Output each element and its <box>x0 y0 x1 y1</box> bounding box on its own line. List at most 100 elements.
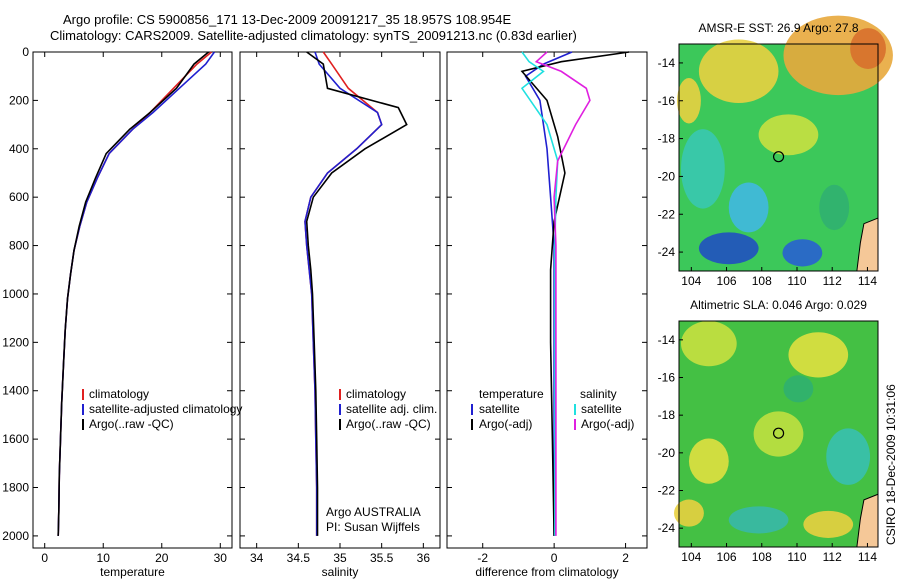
map-field-patch <box>698 39 779 104</box>
x-tick-label: 34.5 <box>287 551 311 565</box>
y-tick-label: -18 <box>658 132 676 146</box>
map-field-patch <box>674 499 704 527</box>
map-field-patch <box>753 411 804 457</box>
x-tick-label: 0 <box>41 551 48 565</box>
y-tick-label: -14 <box>658 56 676 70</box>
map-field-patch <box>758 114 819 156</box>
map-field-patch <box>677 78 701 124</box>
x-tick-label: 35 <box>333 551 347 565</box>
legend-label: Argo(..raw -QC) <box>346 417 431 431</box>
x-tick-label: 114 <box>858 550 877 564</box>
legend-title: temperature <box>479 387 544 401</box>
y-tick-label: 2000 <box>2 529 29 543</box>
plot-frame-1 <box>32 51 233 549</box>
map-field-patch <box>680 321 737 367</box>
y-tick-label: 1400 <box>2 384 29 398</box>
map-field-patch <box>728 506 789 534</box>
y-tick-label: 1000 <box>2 287 29 301</box>
y-tick-label: 1800 <box>2 481 29 495</box>
map-field-patch <box>803 510 854 538</box>
legend-title: salinity <box>580 387 617 401</box>
map-field-patch <box>788 332 849 378</box>
x-tick-label: 104 <box>681 274 701 288</box>
x-tick-label: 110 <box>787 550 806 564</box>
map-field-patch <box>819 184 850 231</box>
x-tick-label: 106 <box>717 274 737 288</box>
annotation-label: Argo AUSTRALIA <box>326 505 421 519</box>
legend-label: Argo(-adj) <box>479 417 532 431</box>
map-title: AMSR-E SST: 26.9 Argo: 27.8 <box>698 21 858 35</box>
plot-frame-2 <box>239 51 441 549</box>
x-tick-label: 34 <box>250 551 264 565</box>
x-tick-label: 110 <box>787 274 806 288</box>
legend-label: Argo(..raw -QC) <box>89 417 174 431</box>
x-axis-label: salinity <box>322 565 359 579</box>
y-tick-label: 600 <box>9 190 29 204</box>
legend-label: climatology <box>89 387 149 401</box>
legend-label: satellite-adjusted climatology <box>89 402 242 416</box>
y-tick-label: -20 <box>658 169 676 183</box>
x-tick-label: 114 <box>858 274 877 288</box>
y-tick-label: 1200 <box>2 335 29 349</box>
y-tick-label: 1600 <box>2 432 29 446</box>
y-tick-label: -16 <box>658 371 676 385</box>
y-tick-label: -20 <box>658 446 676 460</box>
argo-location-marker <box>772 427 785 439</box>
y-tick-label: -24 <box>658 245 676 259</box>
map-field-patch <box>698 232 759 265</box>
x-tick-label: 10 <box>97 551 111 565</box>
y-tick-label: -22 <box>658 484 676 498</box>
legend-label: satellite <box>581 402 622 416</box>
x-tick-label: 2 <box>622 551 629 565</box>
chart-title-line1: Argo profile: CS 5900856_171 13-Dec-2009… <box>63 12 512 27</box>
x-axis-label: difference from climatology <box>475 565 618 579</box>
argo-location-marker <box>772 151 785 163</box>
y-tick-label: -18 <box>658 408 676 422</box>
x-axis-label: temperature <box>100 565 165 579</box>
x-tick-label: 112 <box>823 550 842 564</box>
x-tick-label: 104 <box>681 550 701 564</box>
y-tick-label: 800 <box>9 239 29 253</box>
legend-label: Argo(-adj) <box>581 417 634 431</box>
y-tick-label: -22 <box>658 207 676 221</box>
x-tick-label: 108 <box>752 274 772 288</box>
map-field-2 <box>674 321 879 548</box>
x-tick-label: 108 <box>752 550 772 564</box>
series-line <box>57 51 210 536</box>
series-line <box>520 51 559 536</box>
map-frame <box>678 320 879 548</box>
series-line <box>520 51 630 536</box>
y-tick-label: -16 <box>658 94 676 108</box>
series-line <box>305 51 408 536</box>
x-tick-label: 106 <box>717 550 737 564</box>
series-line <box>304 51 383 536</box>
x-tick-label: 36 <box>417 551 431 565</box>
series-line <box>534 51 591 536</box>
map-title: Altimetric SLA: 0.046 Argo: 0.029 <box>690 298 867 312</box>
map-field-patch <box>826 428 871 485</box>
map-field-1 <box>677 15 893 272</box>
x-tick-label: 35.5 <box>370 551 394 565</box>
y-tick-label: 400 <box>9 142 29 156</box>
y-tick-label: 200 <box>9 93 29 107</box>
map-field-patch <box>782 239 823 267</box>
y-tick-label: -24 <box>658 521 676 535</box>
legend-label: satellite adj. clim. <box>346 402 437 416</box>
legend-label: climatology <box>346 387 406 401</box>
y-tick-label: -14 <box>658 333 676 347</box>
chart-title-line2: Climatology: CARS2009. Satellite-adjuste… <box>50 28 577 43</box>
annotation-label: PI: Susan Wijffels <box>326 520 420 534</box>
map-field-patch <box>728 182 769 233</box>
map-field-patch <box>680 129 725 209</box>
map-frame <box>678 43 879 272</box>
x-tick-label: 112 <box>823 274 842 288</box>
map-field-patch <box>850 28 886 69</box>
legend-label: satellite <box>479 402 520 416</box>
map-field-patch <box>688 438 729 484</box>
y-tick-label: 0 <box>22 45 29 59</box>
series-line <box>524 51 573 536</box>
x-tick-label: 20 <box>155 551 169 565</box>
x-tick-label: 0 <box>551 551 558 565</box>
map-field-patch <box>783 375 814 403</box>
